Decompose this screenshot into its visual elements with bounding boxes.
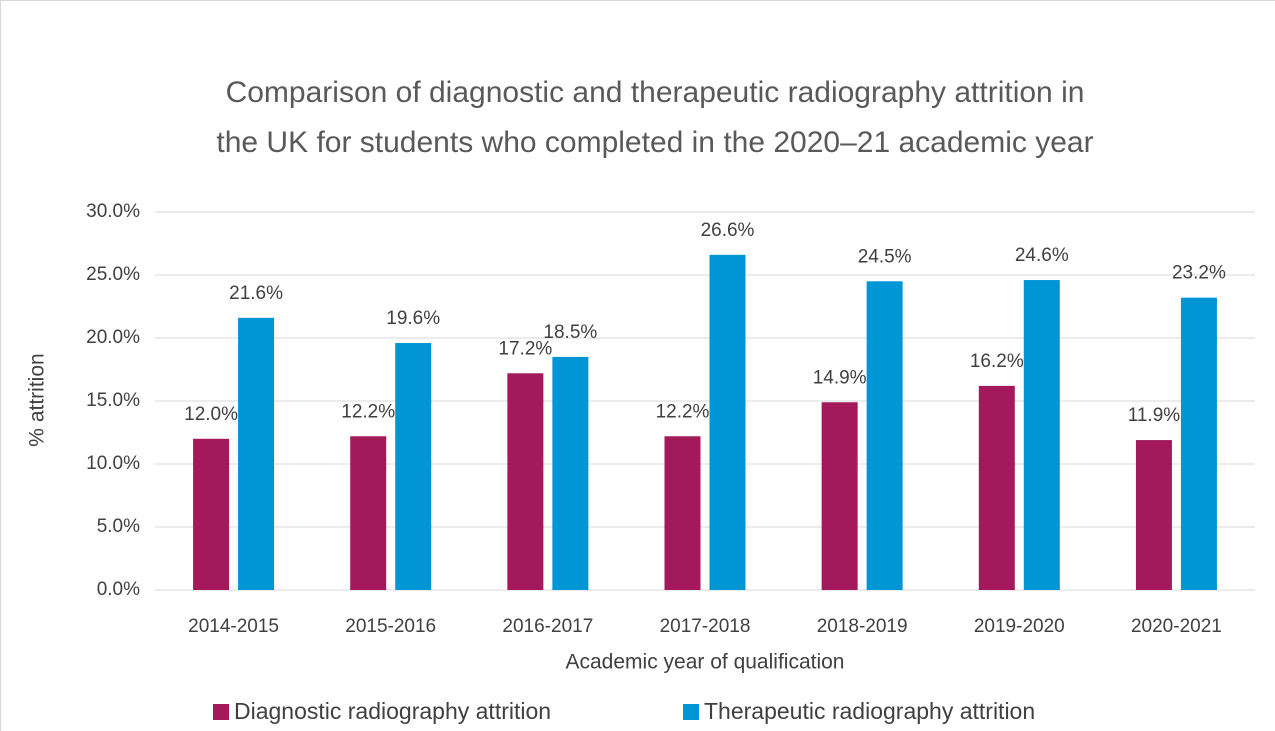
data-label: 26.6%	[701, 220, 755, 241]
data-label: 14.9%	[813, 367, 867, 388]
bar	[709, 254, 746, 590]
y-axis-label: % attrition	[26, 353, 49, 446]
bar	[1180, 297, 1217, 590]
x-tick-label: 2020-2021	[1131, 616, 1222, 637]
bar	[1135, 440, 1172, 590]
data-label: 12.0%	[184, 404, 238, 425]
data-label: 11.9%	[1128, 405, 1181, 426]
data-label: 23.2%	[1172, 263, 1226, 284]
x-tick-label: 2017-2018	[660, 616, 751, 637]
x-tick-label: 2014-2015	[188, 616, 279, 637]
legend-label: Therapeutic radiography attrition	[704, 698, 1035, 724]
x-tick-label: 2019-2020	[974, 616, 1065, 637]
data-label: 16.2%	[970, 351, 1024, 372]
data-label: 18.5%	[543, 322, 597, 343]
chart-title: Comparison of diagnostic and therapeutic…	[216, 76, 1094, 159]
bar	[552, 356, 589, 590]
bar	[395, 343, 432, 590]
y-tick-label: 0.0%	[97, 579, 140, 600]
data-label: 12.2%	[656, 401, 710, 422]
bar	[193, 438, 230, 590]
bar	[821, 402, 858, 590]
bar	[238, 317, 275, 590]
data-label: 24.6%	[1015, 245, 1069, 266]
y-tick-label: 15.0%	[86, 390, 140, 411]
data-label: 24.5%	[858, 246, 912, 267]
y-tick-label: 20.0%	[86, 327, 140, 348]
x-axis-label: Academic year of qualification	[566, 651, 845, 674]
data-label: 12.2%	[341, 401, 395, 422]
legend-swatch	[683, 704, 699, 720]
y-tick-label: 5.0%	[97, 516, 140, 537]
y-tick-label: 25.0%	[86, 264, 140, 285]
y-tick-label: 10.0%	[86, 453, 140, 474]
data-label: 17.2%	[498, 338, 552, 359]
bar	[350, 436, 387, 590]
x-tick-label: 2018-2019	[817, 616, 908, 637]
y-tick-label: 30.0%	[86, 201, 140, 222]
bar	[664, 436, 701, 590]
legend-swatch	[213, 704, 229, 720]
data-label: 19.6%	[386, 308, 440, 329]
x-tick-label: 2016-2017	[502, 616, 593, 637]
bar	[507, 373, 544, 590]
data-label: 21.6%	[229, 283, 283, 304]
x-tick-label: 2015-2016	[345, 616, 436, 637]
bar	[1023, 280, 1060, 590]
bar	[866, 281, 903, 590]
legend-label: Diagnostic radiography attrition	[234, 698, 551, 724]
bar	[978, 385, 1015, 590]
